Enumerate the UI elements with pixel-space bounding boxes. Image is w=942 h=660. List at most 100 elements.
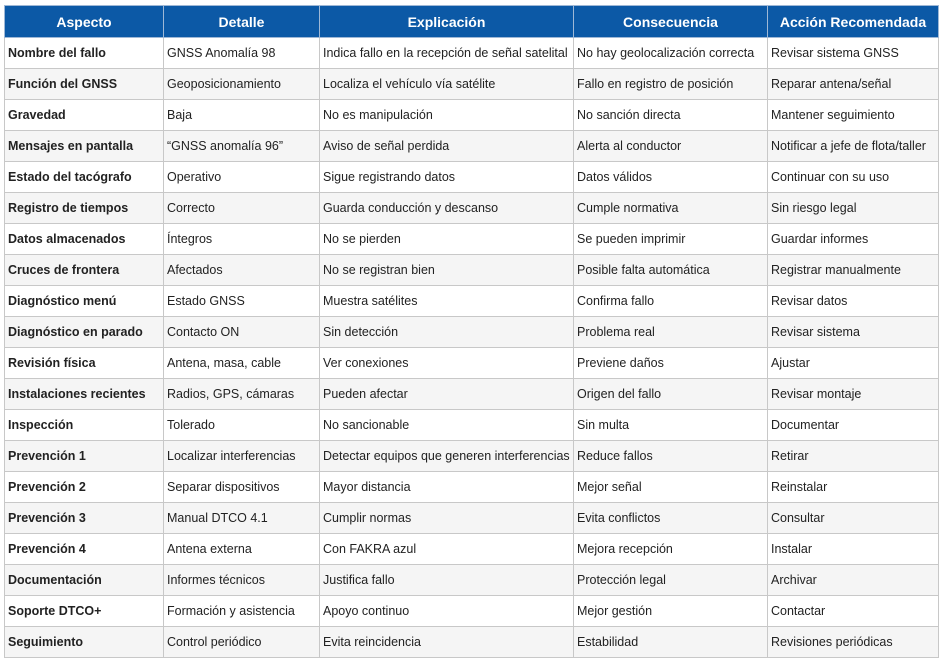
table-row: Prevención 2 Separar dispositivos Mayor di… <box>4 471 939 503</box>
header-row: Aspecto Detalle Explicación Consecuencia Acc… <box>4 5 939 38</box>
table-cell: Indica fallo en la recepción de señal sa… <box>319 37 574 69</box>
table-cell: Mejor gestión <box>573 595 768 627</box>
table-row: Revisión física Antena, masa, cable Ver co… <box>4 347 939 379</box>
row-label: Instalaciones recientes <box>4 378 164 410</box>
table-cell: Operativo <box>163 161 320 193</box>
header-cell: Explicación <box>319 5 574 38</box>
table-row: Cruces de frontera Afectados No se registr… <box>4 254 939 286</box>
table-cell: Apoyo continuo <box>319 595 574 627</box>
table-cell: Afectados <box>163 254 320 286</box>
table-cell: No hay geolocalización correcta <box>573 37 768 69</box>
table-cell: Reinstalar <box>767 471 939 503</box>
table-row: Documentación Informes técnicos Justifica … <box>4 564 939 596</box>
row-label: Documentación <box>4 564 164 596</box>
table-cell: Evita reincidencia <box>319 626 574 658</box>
table-cell: Continuar con su uso <box>767 161 939 193</box>
table-row: Gravedad Baja No es manipulación No sanción… <box>4 99 939 131</box>
table-cell: Control periódico <box>163 626 320 658</box>
table-cell: Revisiones periódicas <box>767 626 939 658</box>
table-row: Instalaciones recientes Radios, GPS, cáma… <box>4 378 939 410</box>
table-cell: Radios, GPS, cámaras <box>163 378 320 410</box>
table-cell: Íntegros <box>163 223 320 255</box>
table-cell: Revisar sistema <box>767 316 939 348</box>
table-cell: Mayor distancia <box>319 471 574 503</box>
header-cell: Aspecto <box>4 5 164 38</box>
table-cell: No sanción directa <box>573 99 768 131</box>
table-row: Prevención 1 Localizar interferencias Dete… <box>4 440 939 472</box>
row-label: Revisión física <box>4 347 164 379</box>
table-cell: Localiza el vehículo vía satélite <box>319 68 574 100</box>
table-cell: Antena externa <box>163 533 320 565</box>
table-cell: Baja <box>163 99 320 131</box>
table-cell: Tolerado <box>163 409 320 441</box>
table-cell: Origen del fallo <box>573 378 768 410</box>
table-cell: Confirma fallo <box>573 285 768 317</box>
table-row: Mensajes en pantalla “GNSS anomalía 96” Av… <box>4 130 939 162</box>
table-cell: No sancionable <box>319 409 574 441</box>
table-cell: GNSS Anomalía 98 <box>163 37 320 69</box>
row-label: Datos almacenados <box>4 223 164 255</box>
table-cell: Posible falta automática <box>573 254 768 286</box>
row-label: Prevención 3 <box>4 502 164 534</box>
header-cell: Acción Recomendada <box>767 5 939 38</box>
table-cell: Geoposicionamiento <box>163 68 320 100</box>
table-cell: Ajustar <box>767 347 939 379</box>
table-cell: Sin riesgo legal <box>767 192 939 224</box>
table-cell: Consultar <box>767 502 939 534</box>
data-table: Aspecto Detalle Explicación Consecuencia Acc… <box>4 5 939 658</box>
table-cell: No se registran bien <box>319 254 574 286</box>
table-cell: Alerta al conductor <box>573 130 768 162</box>
row-label: Prevención 1 <box>4 440 164 472</box>
table-row: Diagnóstico en parado Contacto ON Sin dete… <box>4 316 939 348</box>
table-cell: Pueden afectar <box>319 378 574 410</box>
table-cell: Detectar equipos que generen interferenc… <box>319 440 574 472</box>
table-cell: Guarda conducción y descanso <box>319 192 574 224</box>
table-cell: Fallo en registro de posición <box>573 68 768 100</box>
table-cell: Archivar <box>767 564 939 596</box>
table-cell: Antena, masa, cable <box>163 347 320 379</box>
row-label: Nombre del fallo <box>4 37 164 69</box>
table-row: Nombre del fallo GNSS Anomalía 98 Indica f… <box>4 37 939 69</box>
header-cell: Consecuencia <box>573 5 768 38</box>
table-cell: Estabilidad <box>573 626 768 658</box>
row-label: Seguimiento <box>4 626 164 658</box>
table-cell: Revisar datos <box>767 285 939 317</box>
table-cell: Guardar informes <box>767 223 939 255</box>
table-cell: Sin detección <box>319 316 574 348</box>
table-row: Diagnóstico menú Estado GNSS Muestra satél… <box>4 285 939 317</box>
table-cell: Cumplir normas <box>319 502 574 534</box>
table-cell: Cumple normativa <box>573 192 768 224</box>
table-cell: Sigue registrando datos <box>319 161 574 193</box>
table-cell: Informes técnicos <box>163 564 320 596</box>
row-label: Función del GNSS <box>4 68 164 100</box>
table-cell: Se pueden imprimir <box>573 223 768 255</box>
row-label: Inspección <box>4 409 164 441</box>
table-cell: Localizar interferencias <box>163 440 320 472</box>
table-cell: Contactar <box>767 595 939 627</box>
table-cell: Previene daños <box>573 347 768 379</box>
row-label: Diagnóstico menú <box>4 285 164 317</box>
table-cell: Retirar <box>767 440 939 472</box>
header-cell: Detalle <box>163 5 320 38</box>
table-cell: Muestra satélites <box>319 285 574 317</box>
row-label: Diagnóstico en parado <box>4 316 164 348</box>
table-row: Prevención 4 Antena externa Con FAKRA azul… <box>4 533 939 565</box>
table-cell: Mejora recepción <box>573 533 768 565</box>
table-cell: Registrar manualmente <box>767 254 939 286</box>
table-cell: Reparar antena/señal <box>767 68 939 100</box>
table-cell: Problema real <box>573 316 768 348</box>
table-cell: Formación y asistencia <box>163 595 320 627</box>
table-cell: Documentar <box>767 409 939 441</box>
table-row: Seguimiento Control periódico Evita reinci… <box>4 626 939 658</box>
table-cell: Manual DTCO 4.1 <box>163 502 320 534</box>
table-header: Aspecto Detalle Explicación Consecuencia Acc… <box>4 5 939 38</box>
table-cell: Revisar sistema GNSS <box>767 37 939 69</box>
row-label: Gravedad <box>4 99 164 131</box>
table-cell: “GNSS anomalía 96” <box>163 130 320 162</box>
table-cell: Aviso de señal perdida <box>319 130 574 162</box>
table-row: Soporte DTCO+ Formación y asistencia Apoyo… <box>4 595 939 627</box>
table-cell: Ver conexiones <box>319 347 574 379</box>
row-label: Registro de tiempos <box>4 192 164 224</box>
table-row: Prevención 3 Manual DTCO 4.1 Cumplir norma… <box>4 502 939 534</box>
table-cell: Instalar <box>767 533 939 565</box>
